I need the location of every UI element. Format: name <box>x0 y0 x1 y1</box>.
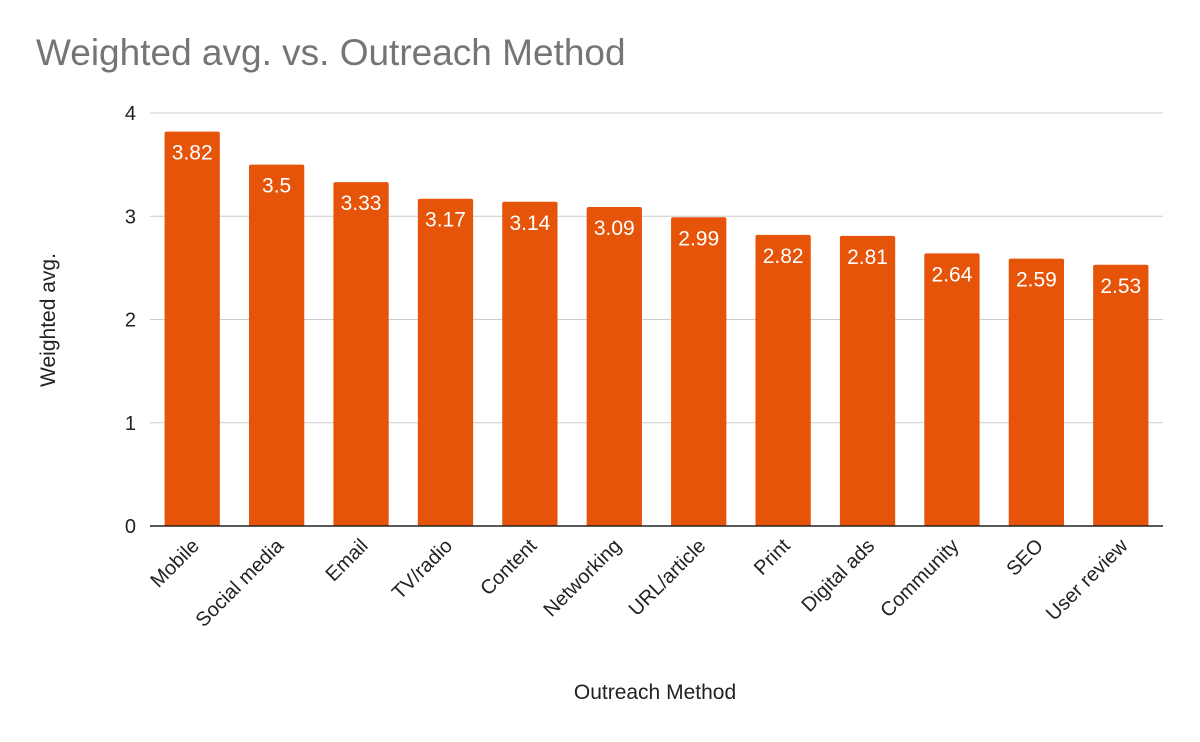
bar <box>839 235 896 526</box>
x-tick-label: Mobile <box>147 535 204 592</box>
bar <box>924 253 980 527</box>
data-label: 2.59 <box>1016 269 1057 292</box>
bar <box>755 234 811 526</box>
x-tick-label: Digital ads <box>797 535 879 617</box>
data-labels: 3.82 3.5 3.33 3.17 3.14 3.09 2.99 2.82 2.81 2.64 2… <box>172 142 1141 298</box>
y-axis-title: Weighted avg. <box>37 253 60 387</box>
y-tick-label: 4 <box>125 103 136 125</box>
gridlines <box>150 112 1163 424</box>
y-tick-label: 2 <box>125 310 136 332</box>
bar <box>502 201 558 527</box>
x-tick-label: Content <box>476 535 541 600</box>
data-label: 3.14 <box>509 212 550 235</box>
x-tick-label: Networking <box>540 535 626 621</box>
bar <box>586 206 642 526</box>
x-tick-label: URL/article <box>625 535 711 621</box>
data-label: 2.82 <box>763 245 804 268</box>
bars <box>164 131 1149 527</box>
data-label: 3.17 <box>425 209 466 232</box>
x-tick-label: TV/radio <box>388 535 457 604</box>
data-label: 2.53 <box>1100 275 1141 298</box>
data-label: 3.5 <box>262 175 291 198</box>
y-tick-label: 1 <box>125 413 136 435</box>
data-label: 3.09 <box>594 217 635 240</box>
bar <box>164 131 220 526</box>
data-label: 3.82 <box>172 142 213 165</box>
x-tick-label: SEO <box>1002 535 1047 580</box>
y-tick-label: 3 <box>125 206 136 228</box>
data-label: 3.33 <box>341 192 382 215</box>
x-tick-label: Email <box>322 535 373 586</box>
data-label: 2.64 <box>932 263 973 286</box>
bar <box>248 164 305 526</box>
data-label: 2.99 <box>678 227 719 250</box>
x-axis-title: Outreach Method <box>574 681 736 704</box>
chart-title: Weighted avg. vs. Outreach Method <box>36 32 626 73</box>
bar <box>1008 258 1065 526</box>
bar <box>333 182 389 527</box>
x-tick-label: Social media <box>192 534 289 631</box>
bar <box>417 198 474 526</box>
y-axis: 0 1 2 3 4 <box>125 103 136 538</box>
y-tick-label: 0 <box>125 516 136 538</box>
data-label: 2.81 <box>847 246 888 269</box>
bar <box>671 217 727 526</box>
x-tick-label: Print <box>750 535 795 580</box>
x-tick-label: Community <box>876 535 963 622</box>
bar <box>1093 264 1149 526</box>
x-tick-label: User review <box>1042 535 1133 626</box>
